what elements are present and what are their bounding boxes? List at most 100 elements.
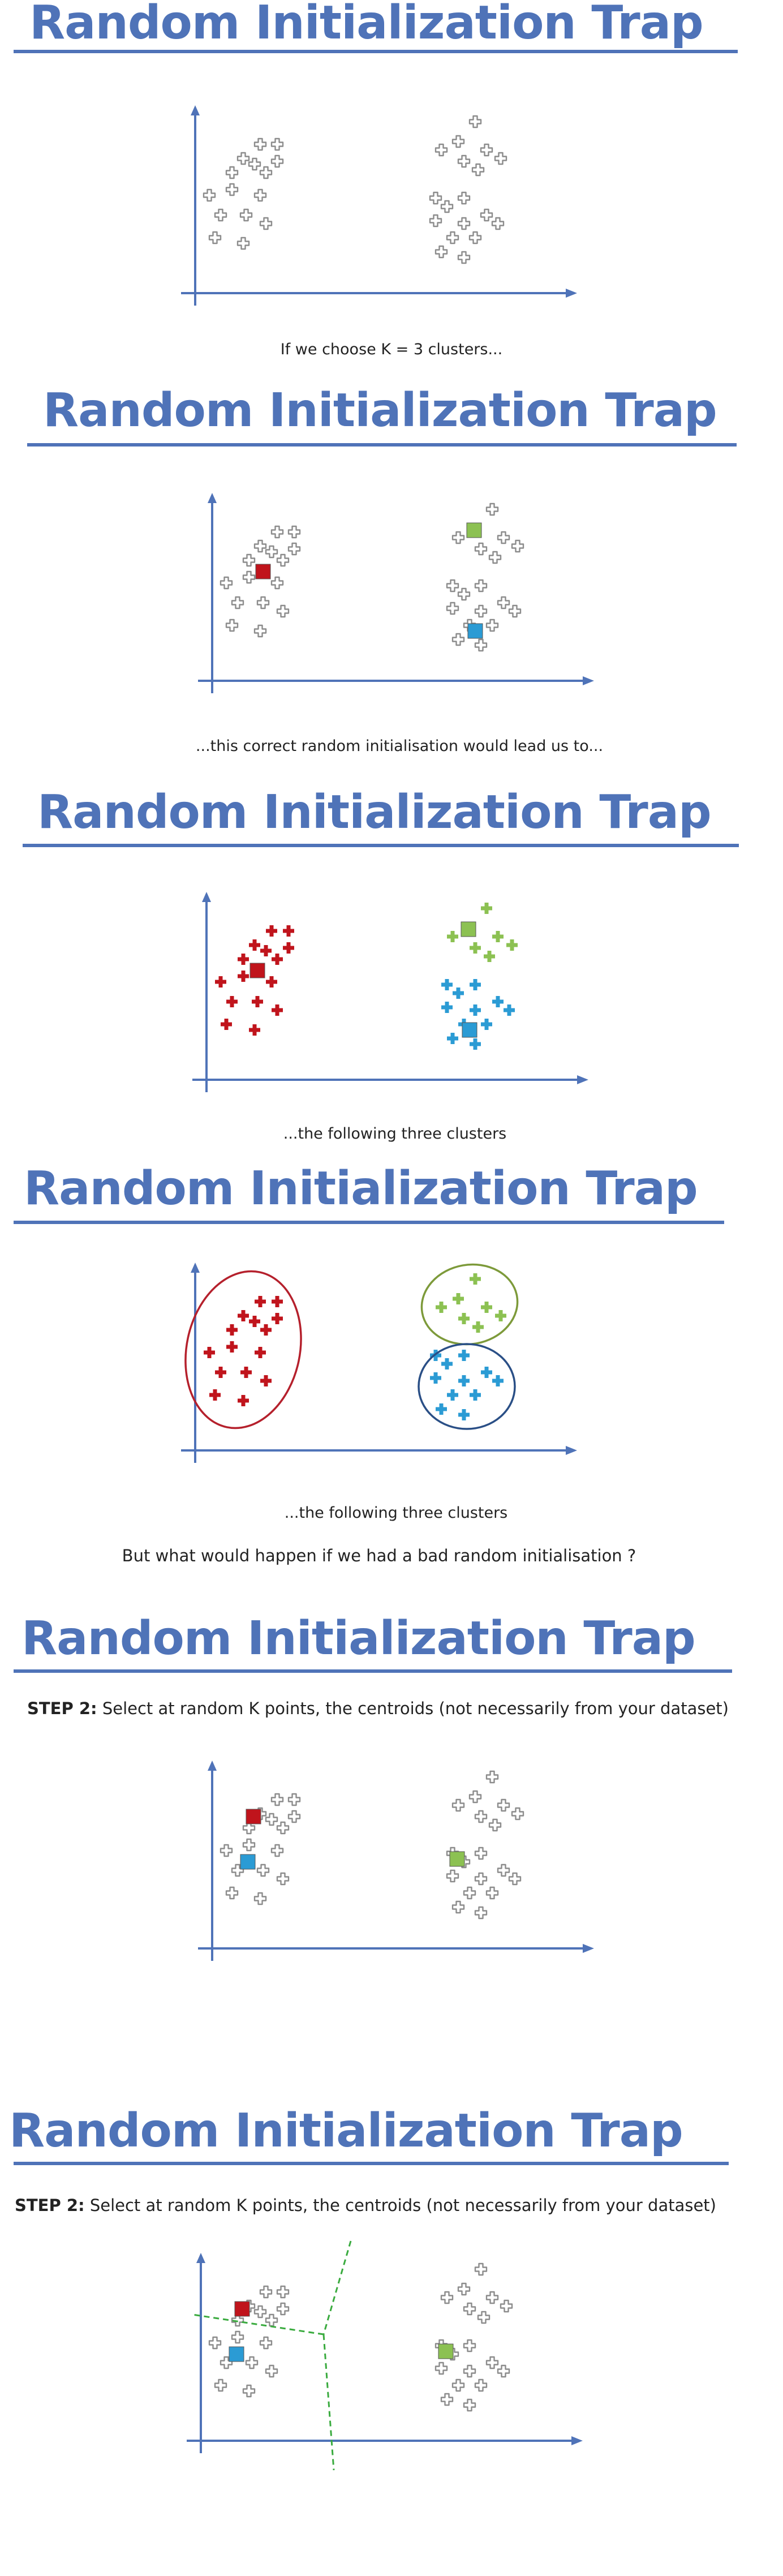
data-point-icon [463,2302,476,2316]
data-point-icon [215,976,226,988]
data-point-icon [265,545,278,559]
data-point-icon [220,576,233,590]
data-point-icon [225,619,239,632]
data-point-icon [226,1341,238,1353]
title-underline [14,2162,729,2165]
data-point-icon [508,1872,522,1886]
data-point-icon [276,2302,290,2316]
title-underline [14,1669,732,1673]
y-axis-arrow-icon [208,493,217,503]
centroid-marker [246,1809,261,1824]
centroid-marker [461,921,476,937]
step-description: Select at random K points, the centroids… [84,2196,716,2215]
data-point-icon [440,2291,454,2304]
data-point-icon [451,1798,465,1812]
partition-boundary [192,2313,324,2335]
data-point-icon [470,942,481,954]
data-point-icon [270,154,284,168]
data-point-icon [453,988,464,999]
data-point-icon [474,2262,488,2276]
data-point-icon [253,1892,267,1905]
data-point-icon [495,1310,506,1321]
data-point-icon [470,1038,481,1050]
data-point-icon [440,2393,454,2406]
data-point-icon [283,925,294,937]
data-point-icon [485,1886,499,1900]
data-point-icon [270,525,284,539]
data-point-icon [463,2398,476,2412]
data-point-icon [236,152,250,165]
data-point-icon [270,138,284,151]
data-point-icon [497,531,510,544]
data-point-icon [226,1324,238,1336]
data-point-icon [231,596,244,609]
data-point-icon [242,570,256,584]
data-point-icon [457,191,471,205]
data-point-icon [203,188,216,202]
data-point-icon [470,1389,481,1401]
data-point-icon [220,1844,233,1857]
data-point-icon [276,553,290,567]
data-point-icon [238,954,249,965]
data-point-icon [221,1019,232,1030]
data-point-icon [463,1886,476,1900]
data-point-icon [238,1310,249,1321]
cluster-boundary [420,1263,519,1346]
data-point-icon [231,2313,244,2327]
data-point-icon [474,1810,488,1823]
data-point-icon [287,525,301,539]
data-point-icon [231,2330,244,2344]
data-point-icon [453,1293,464,1304]
data-point-icon [287,1793,301,1806]
data-point-icon [245,2356,259,2369]
data-point-icon [215,1367,226,1378]
data-point-icon [260,1375,272,1386]
partition-boundary [322,2240,352,2335]
data-point-icon [225,183,239,196]
data-point-icon [488,1818,502,1832]
data-point-icon [440,200,454,213]
x-axis-arrow-icon [577,1075,588,1084]
step-description: Select at random K points, the centroids… [97,1699,729,1718]
x-axis-arrow-icon [566,289,577,298]
data-point-icon [497,596,510,609]
data-point-icon [270,576,284,590]
x-axis-arrow-icon [566,1446,577,1455]
scatter-plot [198,493,594,693]
cluster-plot [181,1263,577,1463]
data-point-icon [446,579,459,593]
data-point-icon [276,1872,290,1886]
slide-5: Random Initialization Trap STEP 2: Selec… [0,1602,783,2009]
data-point-icon [480,143,493,157]
partition-boundary [322,2334,335,2471]
data-point-icon [220,2356,233,2369]
data-point-icon [259,217,273,230]
data-point-icon [497,1798,510,1812]
centroid-marker [449,1851,465,1867]
title-underline [14,1221,724,1224]
data-point-icon [492,931,504,942]
data-point-icon [214,2378,227,2392]
data-point-icon [451,1900,465,1914]
data-point-icon [511,1807,524,1821]
data-point-icon [474,579,488,593]
centroid-marker [467,623,483,639]
step-label: STEP 2: [27,1699,97,1718]
data-point-icon [458,1350,470,1361]
data-point-icon [474,1906,488,1920]
data-point-icon [446,231,459,244]
slide-title: Random Initialization Trap [37,785,712,839]
title-underline [23,844,739,847]
data-point-icon [485,619,499,632]
data-point-icon [259,2285,273,2299]
data-point-icon [463,2339,476,2352]
data-point-icon [256,596,270,609]
scatter-plot-with-boundaries [187,2240,583,2471]
data-point-icon [256,1864,270,1877]
data-point-icon [259,2336,273,2350]
data-point-icon [249,939,260,951]
slide-caption: ...the following three clusters [283,1125,507,1143]
centroid-marker [255,564,271,579]
data-point-icon [446,602,459,615]
data-point-icon [253,138,267,151]
